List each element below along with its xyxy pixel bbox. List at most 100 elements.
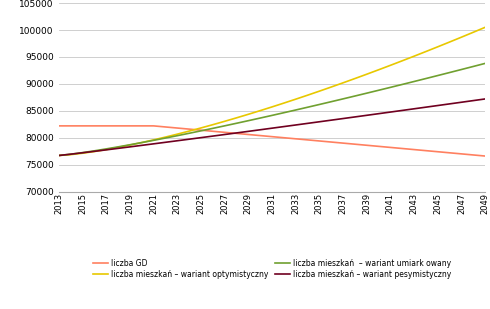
liczba mieszkań – wariant pesymistyczny (411, 107, 417, 111)
liczba mieszkań – wariant optymistyczny (459, 35, 465, 39)
liczba mieszkań – wariant optymistyczny (435, 45, 441, 49)
liczba mieszkań  – wariant umiark owany (127, 143, 133, 147)
liczba mieszkań – wariant optymistyczny (447, 40, 453, 44)
liczba mieszkań – wariant optymistyczny (68, 153, 74, 156)
liczba mieszkań – wariant optymistyczny (388, 63, 393, 67)
liczba mieszkań  – wariant umiark owany (470, 65, 476, 68)
liczba mieszkań – wariant optymistyczny (269, 105, 275, 109)
liczba mieszkań – wariant optymistyczny (174, 132, 180, 136)
liczba mieszkań – wariant optymistyczny (281, 101, 287, 105)
liczba mieszkań  – wariant umiark owany (139, 141, 145, 144)
liczba mieszkań  – wariant umiark owany (305, 105, 311, 109)
liczba GD (257, 134, 263, 138)
liczba mieszkań – wariant pesymistyczny (269, 126, 275, 130)
liczba mieszkań  – wariant umiark owany (340, 97, 346, 101)
liczba GD (115, 124, 121, 128)
liczba mieszkań – wariant optymistyczny (317, 89, 322, 93)
liczba mieszkań – wariant pesymistyczny (305, 121, 311, 125)
liczba mieszkań – wariant optymistyczny (482, 25, 488, 29)
liczba mieszkań – wariant optymistyczny (257, 109, 263, 112)
liczba mieszkań – wariant optymistyczny (234, 116, 240, 120)
liczba mieszkań  – wariant umiark owany (423, 77, 429, 80)
liczba mieszkań – wariant pesymistyczny (174, 139, 180, 143)
liczba mieszkań – wariant pesymistyczny (423, 105, 429, 109)
liczba GD (92, 124, 98, 128)
liczba mieszkań – wariant optymistyczny (210, 123, 216, 127)
liczba mieszkań – wariant pesymistyczny (459, 100, 465, 104)
liczba mieszkań – wariant optymistyczny (411, 54, 417, 58)
liczba GD (447, 151, 453, 155)
liczba GD (482, 154, 488, 158)
liczba mieszkań – wariant pesymistyczny (234, 131, 240, 135)
Line: liczba GD: liczba GD (59, 126, 485, 156)
liczba mieszkań  – wariant umiark owany (399, 83, 405, 86)
liczba mieszkań – wariant optymistyczny (150, 138, 156, 142)
liczba mieszkań – wariant optymistyczny (423, 50, 429, 53)
liczba mieszkań – wariant pesymistyczny (186, 138, 192, 141)
liczba mieszkań  – wariant umiark owany (234, 121, 240, 125)
liczba GD (269, 135, 275, 138)
liczba GD (234, 132, 240, 135)
liczba mieszkań – wariant pesymistyczny (376, 112, 382, 116)
liczba mieszkań – wariant optymistyczny (352, 77, 358, 80)
liczba mieszkań – wariant optymistyczny (127, 143, 133, 147)
liczba mieszkań – wariant optymistyczny (376, 68, 382, 72)
liczba mieszkań  – wariant umiark owany (281, 111, 287, 115)
liczba mieszkań – wariant pesymistyczny (328, 118, 334, 122)
liczba GD (388, 146, 393, 149)
liczba GD (221, 130, 227, 134)
liczba mieszkań  – wariant umiark owany (293, 108, 298, 112)
liczba mieszkań – wariant optymistyczny (92, 150, 98, 153)
liczba mieszkań  – wariant umiark owany (174, 134, 180, 138)
liczba mieszkań  – wariant umiark owany (376, 88, 382, 92)
Line: liczba mieszkań – wariant optymistyczny: liczba mieszkań – wariant optymistyczny (59, 27, 485, 155)
liczba GD (364, 143, 369, 147)
liczba mieszkań  – wariant umiark owany (186, 131, 192, 135)
liczba mieszkań  – wariant umiark owany (198, 129, 204, 133)
liczba mieszkań – wariant optymistyczny (186, 129, 192, 133)
liczba mieszkań – wariant pesymistyczny (210, 134, 216, 138)
liczba mieszkań – wariant optymistyczny (56, 154, 62, 157)
liczba mieszkań  – wariant umiark owany (257, 116, 263, 120)
liczba mieszkań – wariant optymistyczny (79, 151, 85, 155)
liczba mieszkań – wariant pesymistyczny (293, 123, 298, 127)
liczba GD (435, 150, 441, 154)
liczba GD (56, 124, 62, 128)
liczba GD (174, 126, 180, 130)
liczba mieszkań – wariant pesymistyczny (127, 145, 133, 149)
liczba GD (317, 139, 322, 143)
liczba GD (139, 124, 145, 128)
liczba mieszkań – wariant optymistyczny (139, 141, 145, 144)
liczba mieszkań – wariant pesymistyczny (281, 125, 287, 129)
liczba GD (281, 136, 287, 140)
liczba GD (459, 152, 465, 156)
liczba mieszkań – wariant optymistyczny (162, 135, 169, 139)
liczba mieszkań – wariant optymistyczny (305, 93, 311, 97)
liczba mieszkań  – wariant umiark owany (447, 71, 453, 74)
liczba GD (376, 145, 382, 148)
liczba mieszkań  – wariant umiark owany (269, 114, 275, 117)
liczba mieszkań – wariant pesymistyczny (162, 141, 169, 144)
liczba mieszkań – wariant pesymistyczny (68, 152, 74, 156)
liczba GD (68, 124, 74, 128)
liczba mieszkań – wariant pesymistyczny (139, 143, 145, 147)
liczba mieszkań  – wariant umiark owany (92, 149, 98, 153)
liczba mieszkań  – wariant umiark owany (328, 100, 334, 104)
liczba GD (210, 129, 216, 133)
liczba mieszkań – wariant pesymistyczny (470, 99, 476, 103)
liczba mieszkań  – wariant umiark owany (411, 80, 417, 83)
Line: liczba mieszkań – wariant pesymistyczny: liczba mieszkań – wariant pesymistyczny (59, 99, 485, 155)
liczba GD (150, 124, 156, 128)
liczba GD (423, 149, 429, 153)
liczba mieszkań  – wariant umiark owany (459, 68, 465, 71)
liczba mieszkań – wariant pesymistyczny (447, 102, 453, 106)
liczba mieszkań – wariant pesymistyczny (482, 97, 488, 101)
liczba mieszkań  – wariant umiark owany (352, 94, 358, 98)
liczba mieszkań  – wariant umiark owany (103, 147, 109, 151)
liczba mieszkań  – wariant umiark owany (115, 145, 121, 149)
liczba mieszkań – wariant pesymistyczny (198, 136, 204, 139)
liczba mieszkań – wariant pesymistyczny (245, 129, 251, 133)
liczba mieszkań  – wariant umiark owany (245, 119, 251, 123)
liczba mieszkań – wariant optymistyczny (245, 112, 251, 116)
liczba mieszkań  – wariant umiark owany (364, 91, 369, 95)
